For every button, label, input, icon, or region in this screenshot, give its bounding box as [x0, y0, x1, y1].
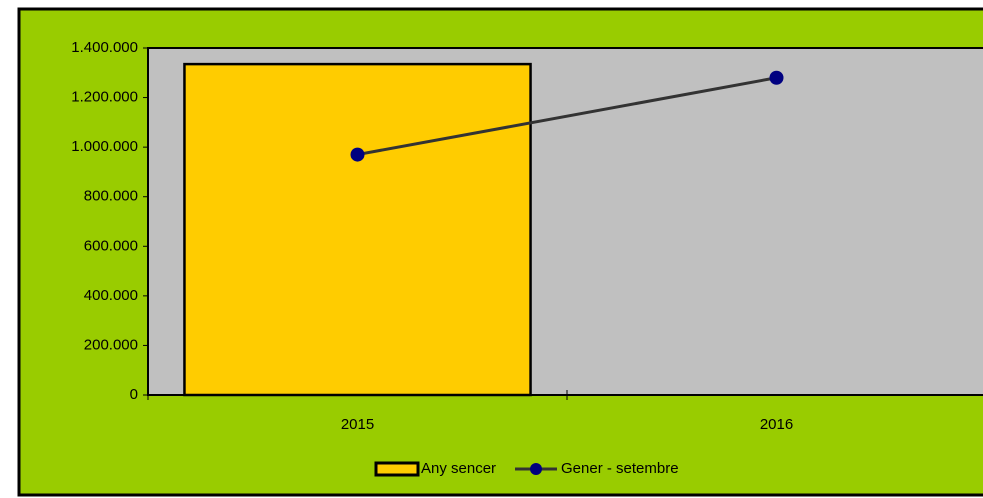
legend-swatch	[374, 461, 420, 477]
line-marker	[769, 70, 784, 85]
y-tick-label: 1.400.000	[71, 39, 138, 56]
bar	[183, 62, 532, 397]
line-marker	[350, 147, 365, 162]
y-tick-label: 1.200.000	[71, 89, 138, 106]
line	[357, 76, 777, 157]
y-tick-label: 200.000	[84, 336, 138, 353]
y-tick-label: 0	[130, 386, 138, 403]
x-tick-label: 2015	[341, 416, 374, 433]
legend-label: Gener - setembre	[561, 460, 679, 477]
legend-marker	[530, 463, 542, 475]
x-tick-label: 2016	[760, 416, 793, 433]
legend-label: Any sencer	[421, 460, 496, 477]
y-tick-label: 400.000	[84, 287, 138, 304]
y-tick-label: 600.000	[84, 237, 138, 254]
y-tick-label: 1.000.000	[71, 138, 138, 155]
y-tick-label: 800.000	[84, 188, 138, 205]
